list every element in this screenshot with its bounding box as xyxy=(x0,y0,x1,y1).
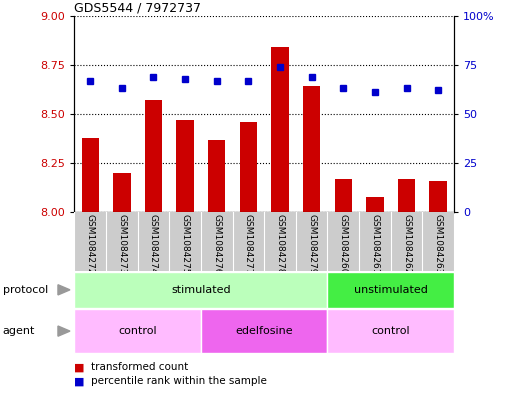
Bar xyxy=(327,272,454,308)
Text: GSM1084279: GSM1084279 xyxy=(307,214,316,274)
Bar xyxy=(176,120,194,212)
Bar xyxy=(366,196,384,212)
Polygon shape xyxy=(58,326,70,336)
Bar xyxy=(74,309,201,353)
Text: percentile rank within the sample: percentile rank within the sample xyxy=(91,376,267,386)
Text: agent: agent xyxy=(3,326,35,336)
Text: transformed count: transformed count xyxy=(91,362,188,373)
Text: stimulated: stimulated xyxy=(171,285,231,295)
Bar xyxy=(113,173,130,212)
Bar xyxy=(303,86,320,212)
Text: GDS5544 / 7972737: GDS5544 / 7972737 xyxy=(74,2,202,15)
Bar xyxy=(271,47,289,212)
Text: control: control xyxy=(119,326,157,336)
Text: edelfosine: edelfosine xyxy=(235,326,293,336)
Text: GSM1084275: GSM1084275 xyxy=(181,214,190,274)
Bar xyxy=(240,122,257,212)
Text: GSM1084263: GSM1084263 xyxy=(433,214,443,274)
Bar xyxy=(201,309,327,353)
Text: ■: ■ xyxy=(74,376,85,386)
Text: protocol: protocol xyxy=(3,285,48,295)
Bar xyxy=(429,181,447,212)
Text: GSM1084274: GSM1084274 xyxy=(149,214,158,274)
Text: GSM1084262: GSM1084262 xyxy=(402,214,411,274)
Bar xyxy=(74,272,327,308)
Text: GSM1084277: GSM1084277 xyxy=(244,214,253,274)
Bar xyxy=(145,100,162,212)
Text: ■: ■ xyxy=(74,362,85,373)
Text: control: control xyxy=(371,326,410,336)
Text: GSM1084276: GSM1084276 xyxy=(212,214,221,274)
Polygon shape xyxy=(58,285,70,295)
Text: GSM1084273: GSM1084273 xyxy=(117,214,126,274)
Text: GSM1084278: GSM1084278 xyxy=(275,214,285,274)
Bar xyxy=(327,309,454,353)
Text: GSM1084261: GSM1084261 xyxy=(370,214,380,274)
Bar xyxy=(82,138,99,212)
Text: GSM1084272: GSM1084272 xyxy=(86,214,95,274)
Bar xyxy=(208,140,225,212)
Text: GSM1084260: GSM1084260 xyxy=(339,214,348,274)
Text: unstimulated: unstimulated xyxy=(354,285,428,295)
Bar xyxy=(398,179,415,212)
Bar xyxy=(334,179,352,212)
